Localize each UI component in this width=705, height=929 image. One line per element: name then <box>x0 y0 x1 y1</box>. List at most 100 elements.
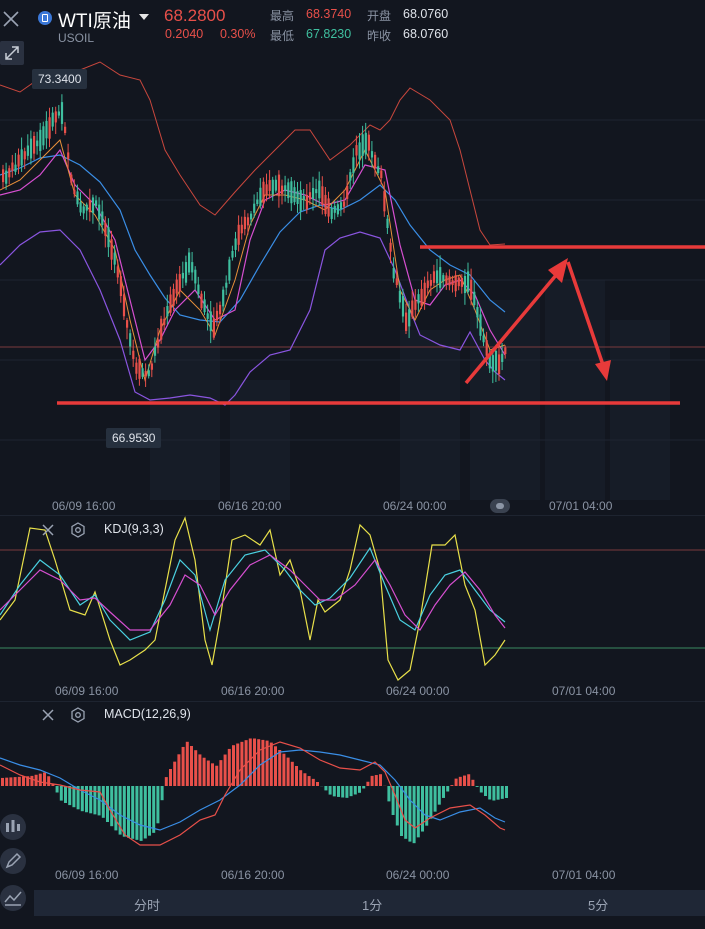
candle-body <box>206 313 209 319</box>
macd-bar <box>47 776 51 786</box>
scroll-handle-icon[interactable] <box>490 499 510 513</box>
macd-bar <box>122 786 126 837</box>
candle-body <box>321 186 324 205</box>
candle-body <box>392 268 395 279</box>
macd-chart-svg <box>0 738 508 846</box>
settings-gear-icon[interactable] <box>70 707 86 723</box>
time-label: 07/01 04:00 <box>552 868 616 882</box>
macd-title: MACD(12,26,9) <box>104 707 191 721</box>
candle-body <box>380 170 383 179</box>
candle-body <box>482 335 485 343</box>
expand-icon[interactable] <box>0 41 24 65</box>
close-icon[interactable] <box>40 522 56 538</box>
candle-body <box>200 293 203 309</box>
candle-body <box>98 204 101 220</box>
candle-body <box>488 353 491 369</box>
dropdown-caret-icon[interactable] <box>139 14 149 20</box>
macd-bar <box>366 781 370 786</box>
candle-body <box>401 295 405 317</box>
last-price: 68.2800 <box>164 6 226 25</box>
macd-bar <box>139 786 143 841</box>
macd-bar <box>89 786 93 814</box>
candle-body <box>197 284 200 295</box>
candle-body <box>330 208 333 219</box>
macd-bar <box>223 754 227 786</box>
candle-body <box>45 120 48 139</box>
candle-body <box>312 187 315 199</box>
footer-strip <box>0 916 705 929</box>
macd-bar <box>85 786 88 813</box>
candle-body <box>203 299 206 313</box>
candle-body <box>17 154 20 167</box>
macd-bar <box>248 738 252 786</box>
macd-bar <box>236 743 240 786</box>
close-icon[interactable] <box>0 8 22 30</box>
candle-body <box>60 102 64 124</box>
macd-bar <box>458 776 462 786</box>
close-icon[interactable] <box>40 707 56 723</box>
macd-bar <box>13 777 17 786</box>
low-price-marker: 66.9530 <box>106 428 162 448</box>
settings-gear-icon[interactable] <box>70 522 86 538</box>
candle-body <box>395 278 398 286</box>
forecast-arrow-down[interactable] <box>566 261 611 381</box>
tab-1min[interactable]: 1分 <box>362 898 383 913</box>
macd-bar <box>379 774 382 786</box>
candle-body <box>51 112 54 127</box>
macd-bar <box>106 786 109 822</box>
candle-body <box>284 185 287 191</box>
candle-body <box>42 126 45 146</box>
macd-bar <box>433 786 437 812</box>
candle-body <box>135 362 138 374</box>
candle-body <box>138 358 141 379</box>
macd-dea-line <box>0 741 506 846</box>
symbol-name[interactable]: WTI原油 <box>58 11 131 32</box>
macd-bar <box>500 786 504 799</box>
candle-body <box>386 218 389 229</box>
macd-bar <box>43 772 46 786</box>
candle-body <box>442 275 445 282</box>
low-label: 最低 <box>270 29 295 43</box>
candle-type-icon[interactable] <box>0 814 26 840</box>
macd-bar <box>185 741 189 786</box>
tab-5min[interactable]: 5分 <box>588 898 609 913</box>
candle-body <box>352 157 355 174</box>
draw-pen-icon[interactable] <box>0 848 26 874</box>
macd-bar <box>190 746 193 786</box>
candle-body <box>215 310 219 321</box>
macd-bar <box>68 786 72 806</box>
macd-bar <box>202 757 206 786</box>
candle-body <box>79 202 82 213</box>
macd-bar <box>173 761 177 786</box>
macd-bar <box>55 786 59 793</box>
time-label: 06/16 20:00 <box>218 499 282 513</box>
macd-bar <box>446 786 450 792</box>
forecast-arrow-up[interactable] <box>464 258 568 385</box>
tab-timeshare[interactable]: 分时 <box>134 898 161 913</box>
candle-body <box>491 355 494 372</box>
main-price-chart[interactable]: 73.3400 66.9530 06/09 16:00 06/16 20:00 … <box>0 41 705 517</box>
candle-body <box>11 162 14 171</box>
candle-body <box>445 275 448 285</box>
macd-bar <box>93 786 97 815</box>
candle-body <box>150 363 153 370</box>
candle-body <box>116 266 119 278</box>
candle-body <box>265 184 268 196</box>
indicator-icon[interactable] <box>0 885 26 911</box>
candle-body <box>339 202 343 210</box>
candle-body <box>429 279 432 286</box>
candle-body <box>436 270 439 284</box>
candle-body <box>39 129 42 152</box>
candle-body <box>271 179 274 195</box>
candle-body <box>178 274 181 292</box>
prev-close-label: 昨收 <box>367 29 392 43</box>
macd-panel[interactable]: MACD(12,26,9) 06/09 16:00 06/16 20:00 06… <box>0 702 705 890</box>
macd-bar <box>505 786 508 798</box>
kdj-panel[interactable]: KDJ(9,3,3) 06/09 16:00 06/16 20:00 06/24… <box>0 516 705 703</box>
kdj-j-line <box>0 516 506 681</box>
macd-bar <box>467 774 471 786</box>
candle-body <box>64 126 67 134</box>
candle-body <box>172 288 175 306</box>
macd-bar <box>257 739 261 786</box>
candle-body <box>70 174 73 183</box>
